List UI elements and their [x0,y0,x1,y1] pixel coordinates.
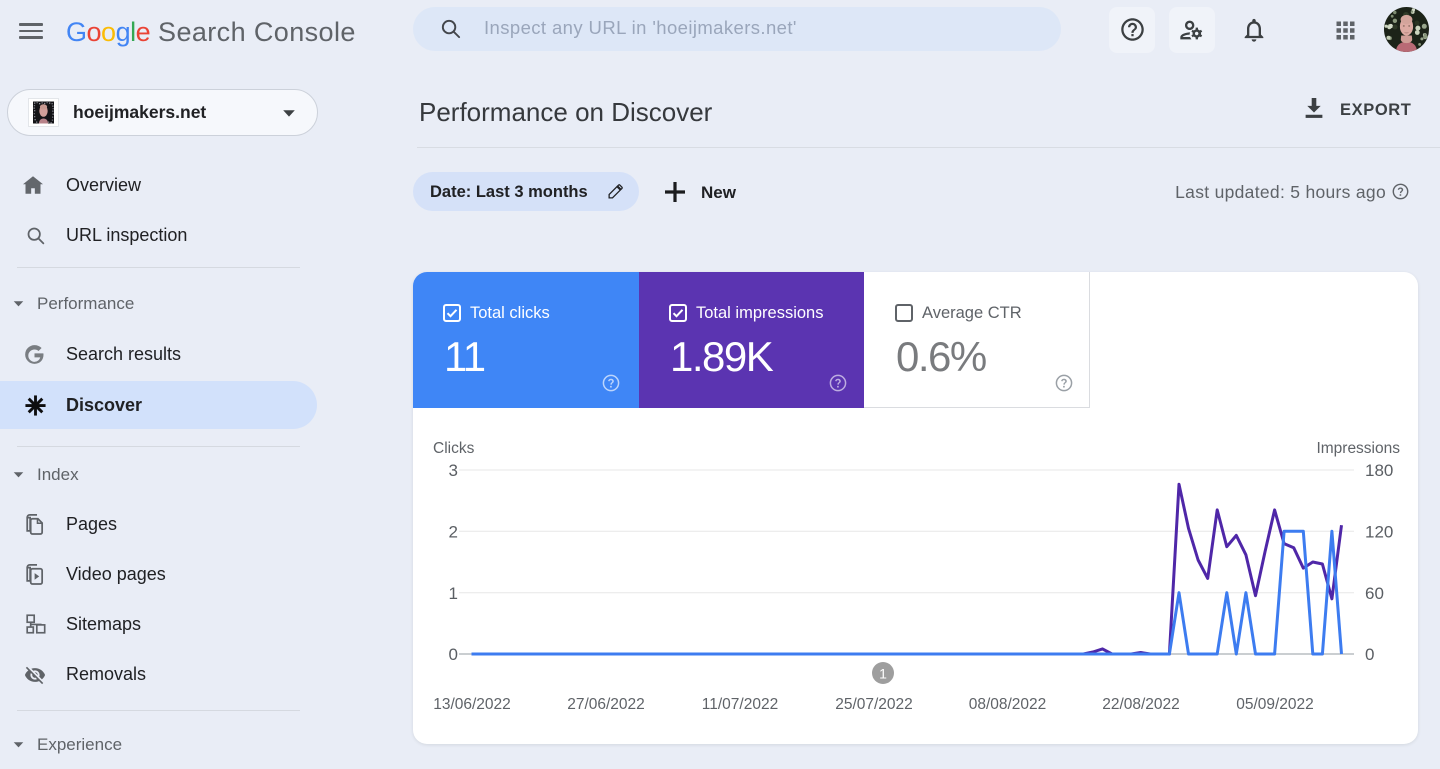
svg-text:3: 3 [449,461,458,480]
svg-text:0: 0 [449,645,458,664]
svg-text:1: 1 [449,584,458,603]
svg-text:05/09/2022: 05/09/2022 [1236,696,1314,713]
svg-text:27/06/2022: 27/06/2022 [567,696,645,713]
svg-text:11/07/2022: 11/07/2022 [702,696,778,713]
svg-text:22/08/2022: 22/08/2022 [1102,696,1180,713]
svg-text:13/06/2022: 13/06/2022 [433,696,511,713]
svg-text:2: 2 [449,523,458,542]
svg-text:08/08/2022: 08/08/2022 [969,696,1047,713]
svg-text:60: 60 [1365,584,1384,603]
svg-text:0: 0 [1365,645,1374,664]
svg-text:120: 120 [1365,523,1393,542]
svg-text:25/07/2022: 25/07/2022 [835,696,913,713]
svg-text:180: 180 [1365,461,1393,480]
svg-text:1: 1 [879,666,887,682]
